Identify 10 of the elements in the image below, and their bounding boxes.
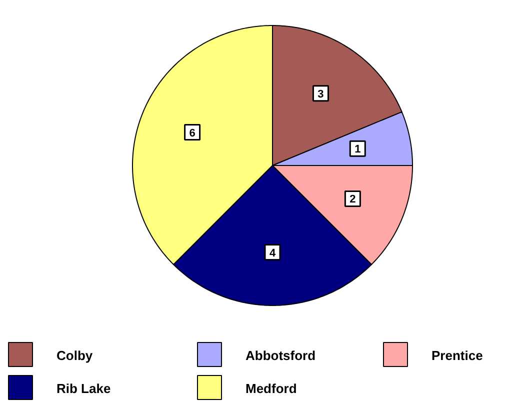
legend-label: Abbotsford <box>246 348 316 363</box>
legend-label: Medford <box>246 381 297 396</box>
data-label: 1 <box>354 144 361 156</box>
legend-label: Prentice <box>432 348 483 363</box>
data-label: 4 <box>269 247 276 260</box>
data-label: 3 <box>318 88 324 100</box>
legend-label: Rib Lake <box>56 381 111 396</box>
data-label: 2 <box>350 194 356 206</box>
legend-label: Colby <box>56 348 94 363</box>
data-label: 6 <box>189 127 196 140</box>
